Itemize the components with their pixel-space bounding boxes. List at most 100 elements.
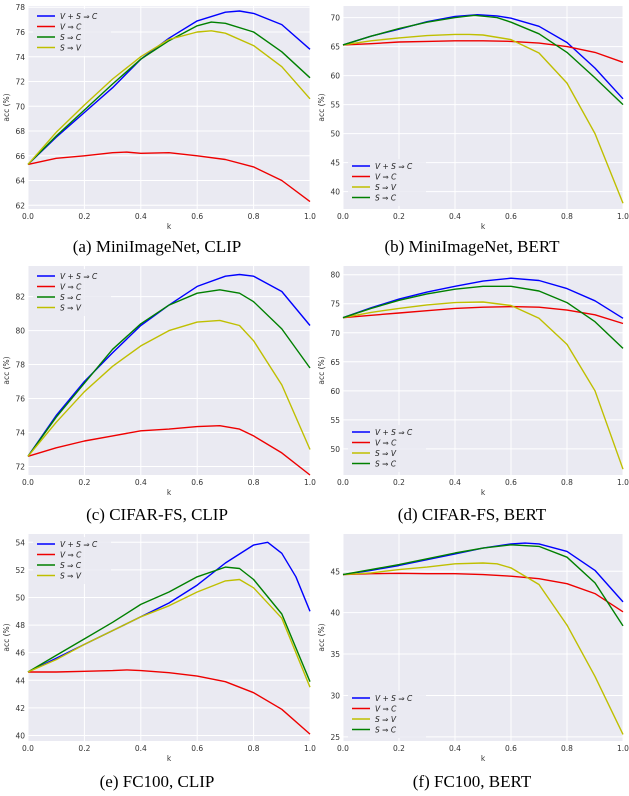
series-line-2: [27, 21, 311, 165]
caption-c: (c) CIFAR-FS, CLIP: [86, 505, 228, 524]
series-line-3: [342, 14, 624, 106]
x-tick-label: 0.0: [337, 212, 349, 221]
y-tick-label: 30: [330, 691, 340, 700]
y-tick-label: 64: [15, 177, 25, 186]
x-tick-label: 1.0: [304, 744, 316, 753]
series-line-2: [342, 562, 624, 735]
y-tick-label: 72: [15, 78, 25, 87]
x-tick-label: 0.2: [78, 212, 90, 221]
y-tick-label: 42: [15, 704, 25, 713]
x-axis-label: k: [167, 222, 172, 231]
legend-label: V ⇒ C: [60, 22, 82, 31]
x-tick-label: 0.6: [191, 212, 203, 221]
series-line-1: [28, 669, 311, 735]
y-tick-label: 45: [330, 567, 340, 576]
legend-label: V ⇒ C: [375, 704, 397, 713]
x-tick-label: 0.8: [248, 478, 260, 487]
x-axis-label: k: [167, 488, 172, 497]
legend-label: S ⇒ V: [60, 571, 82, 580]
x-tick-label: 1.0: [617, 212, 629, 221]
y-tick-label: 65: [330, 43, 340, 52]
x-tick-label: 0.4: [449, 478, 461, 487]
legend-label: V + S ⇒ C: [60, 272, 98, 281]
series-line-3: [27, 319, 311, 457]
y-tick-label: 78: [15, 361, 25, 370]
series-line-1: [342, 40, 624, 63]
x-tick-label: 0.4: [135, 478, 147, 487]
y-axis-label: acc (%): [317, 356, 326, 384]
y-tick-label: 75: [330, 300, 340, 309]
series-line-3: [342, 544, 624, 627]
chart-panel-2: 0.0 0.2 0.4 0.6 0.8 1.0 72 74 76 78 80 82 k acc (%) V …: [2, 266, 316, 497]
caption-b: (b) MiniImageNet, BERT: [384, 237, 560, 256]
y-tick-label: 48: [15, 621, 25, 630]
chart-panel-1: 0.0 0.2 0.4 0.6 0.8 1.0 40 45 50 55 60 65 70 k acc (%)…: [317, 6, 629, 231]
caption-a: (a) MiniImageNet, CLIP: [72, 237, 242, 256]
y-tick-label: 80: [330, 271, 340, 280]
legend-label: V + S ⇒ C: [375, 694, 413, 703]
y-tick-label: 40: [330, 188, 340, 197]
series-line-3: [342, 285, 624, 349]
x-tick-label: 0.4: [449, 212, 461, 221]
x-tick-label: 0.6: [505, 478, 517, 487]
legend-label: V + S ⇒ C: [375, 428, 413, 437]
y-tick-label: 76: [15, 395, 25, 404]
x-tick-label: 0.0: [22, 212, 34, 221]
x-tick-label: 0.6: [505, 744, 517, 753]
caption-e: (e) FC100, CLIP: [99, 772, 215, 791]
y-tick-label: 35: [330, 650, 340, 659]
x-tick-label: 0.6: [505, 212, 517, 221]
legend-label: S ⇒ C: [60, 293, 82, 302]
y-tick-label: 46: [15, 649, 25, 658]
caption-f: (f) FC100, BERT: [412, 772, 532, 791]
y-tick-label: 44: [15, 676, 25, 685]
series-line-2: [342, 301, 624, 470]
y-tick-label: 66: [15, 152, 25, 161]
series-line-1: [27, 151, 311, 203]
x-tick-label: 0.6: [191, 478, 203, 487]
x-tick-label: 0.4: [449, 744, 461, 753]
x-tick-label: 0.2: [393, 212, 405, 221]
y-tick-label: 80: [15, 327, 25, 336]
series-line-3: [27, 30, 311, 165]
x-tick-label: 1.0: [304, 478, 316, 487]
y-tick-label: 40: [330, 609, 340, 618]
series-line-2: [342, 33, 624, 204]
chart-panel-0: 0.0 0.2 0.4 0.6 0.8 1.0 62 64 66 68 70 72 74 76 78 k acc…: [2, 3, 316, 231]
x-axis-label: k: [481, 488, 486, 497]
x-tick-label: 0.8: [561, 478, 573, 487]
y-tick-label: 60: [330, 72, 340, 81]
y-axis-label: acc (%): [2, 93, 11, 121]
series-line-1: [27, 425, 311, 476]
y-tick-label: 65: [330, 358, 340, 367]
x-tick-label: 0.0: [337, 744, 349, 753]
y-tick-label: 52: [15, 566, 25, 575]
x-tick-label: 0.8: [248, 212, 260, 221]
x-tick-label: 0.0: [22, 478, 34, 487]
y-tick-label: 62: [15, 201, 25, 210]
y-tick-label: 82: [15, 293, 25, 302]
y-tick-label: 50: [330, 445, 340, 454]
x-tick-label: 0.8: [561, 212, 573, 221]
y-tick-label: 25: [330, 733, 340, 742]
caption-d: (d) CIFAR-FS, BERT: [397, 505, 547, 524]
y-tick-label: 50: [330, 130, 340, 139]
x-tick-label: 1.0: [617, 478, 629, 487]
y-tick-label: 54: [15, 538, 25, 547]
legend-label: S ⇒ V: [60, 303, 82, 312]
chart-panel-5: 0.0 0.2 0.4 0.6 0.8 1.0 25 30 35 40 45 k acc (%) V + …: [317, 534, 629, 763]
x-axis-label: k: [481, 754, 486, 763]
x-tick-label: 0.0: [22, 744, 34, 753]
x-axis-label: k: [167, 754, 172, 763]
y-tick-label: 76: [15, 28, 25, 37]
series-line-2: [27, 289, 311, 457]
series-line-1: [342, 572, 624, 613]
y-tick-label: 74: [15, 429, 25, 438]
x-tick-label: 0.2: [78, 744, 90, 753]
legend-label: V ⇒ C: [375, 438, 397, 447]
x-tick-label: 0.6: [191, 744, 203, 753]
legend-label: S ⇒ C: [60, 561, 82, 570]
legend-label: S ⇒ V: [375, 715, 397, 724]
chart-panel-3: 0.0 0.2 0.4 0.6 0.8 1.0 50 55 60 65 70 75 80 k acc (%)…: [317, 266, 629, 497]
